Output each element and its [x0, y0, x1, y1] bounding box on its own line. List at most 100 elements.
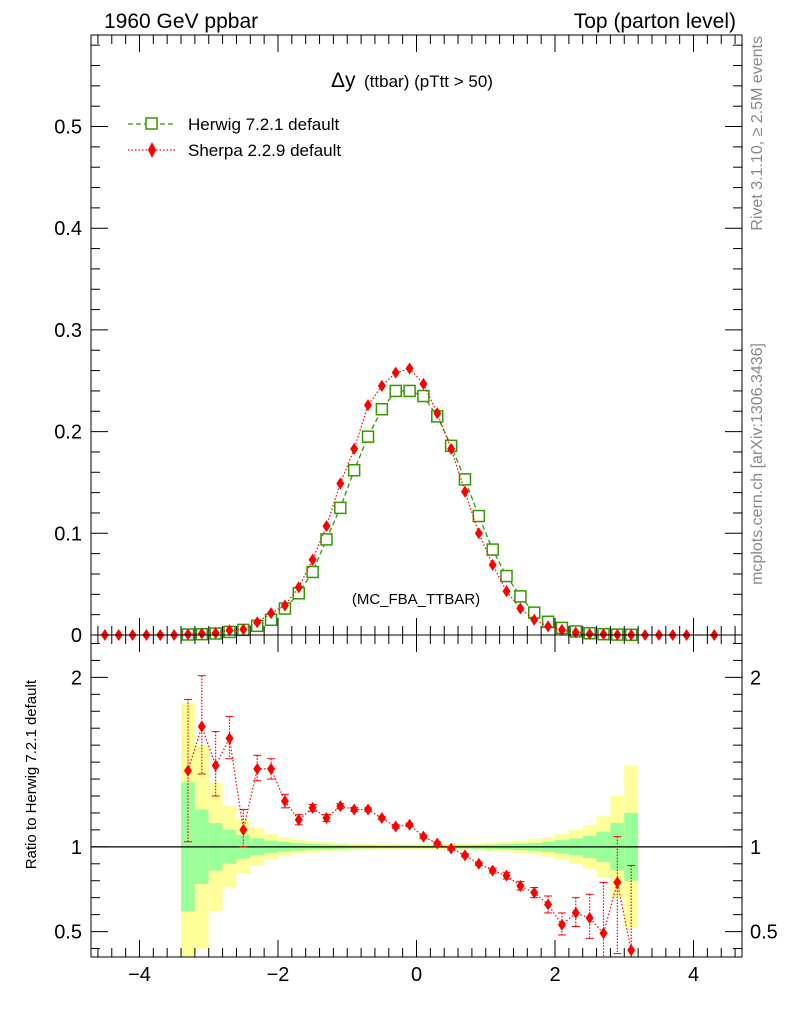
ratio-sherpa-point: [544, 898, 553, 911]
ratio-sherpa-point: [571, 906, 580, 919]
ratio-y-tick-labels-right: 0.5 1 2: [750, 667, 778, 943]
herwig-point: [375, 402, 389, 416]
x-tick-label: 0: [411, 964, 422, 986]
herwig-point: [514, 590, 527, 603]
herwig-point: [361, 430, 375, 443]
sherpa-point: [294, 581, 303, 594]
ratio-sherpa-point: [225, 732, 234, 745]
herwig-point: [347, 464, 361, 477]
ratio-panel: 0.5 1 2 0.5 1 2 −4 −2 0 2 4 Ratio to Herwig 7.2.…: [23, 634, 778, 986]
main-y-tick-label: 0: [71, 625, 82, 647]
ratio-sherpa-point: [433, 837, 442, 850]
main-y-tick-label: 0.2: [54, 422, 82, 444]
herwig-point: [458, 473, 472, 486]
sherpa-point: [197, 627, 206, 640]
header-energy-label: 1960 GeV ppbar: [104, 10, 258, 33]
legend-entry-sherpa: Sherpa 2.2.9 default: [128, 141, 341, 160]
herwig-point: [334, 501, 347, 515]
ratio-sherpa-point: [447, 842, 456, 855]
ratio-sherpa-point: [460, 849, 469, 862]
sherpa-point: [516, 602, 525, 615]
main-panel: 00.10.20.30.40.5 Δy (ttbar) (pTtt > 50) …: [54, 34, 743, 647]
sherpa-point: [267, 607, 276, 620]
herwig-point: [500, 569, 513, 583]
ratio-y-tick-label: 0.5: [750, 922, 778, 944]
sherpa-point: [488, 558, 497, 571]
plot-title: Δy (ttbar) (pTtt > 50): [331, 69, 493, 92]
sherpa-point: [225, 624, 234, 637]
ratio-sherpa-point: [613, 876, 622, 889]
x-tick-label: 4: [688, 964, 699, 986]
ratio-sherpa-point: [474, 857, 483, 870]
ratio-sherpa-point: [197, 720, 206, 733]
rivet-version-label: Rivet 3.1.10, ≥ 2.5M events: [749, 36, 766, 231]
ratio-sherpa-point: [557, 918, 566, 931]
ratio-sherpa-point: [308, 801, 317, 814]
plot-title-variable: Δy: [331, 69, 356, 92]
ratio-y-tick-label: 2: [750, 667, 761, 689]
ratio-sherpa-point: [377, 812, 386, 825]
ratio-y-tick-label: 2: [71, 667, 82, 689]
x-tick-label: −2: [267, 964, 290, 986]
sherpa-point: [364, 399, 373, 412]
main-y-tick-labels: 0 0.1 0.2 0.3 0.4 0.5: [54, 117, 82, 647]
main-y-tick-label: 0.1: [54, 523, 82, 545]
ratio-sherpa-point: [267, 762, 276, 775]
header-process-label: Top (parton level): [574, 10, 736, 33]
plot-title-selection: (ttbar) (pTtt > 50): [364, 72, 493, 91]
ratio-y-tick-label: 0.5: [54, 922, 82, 944]
sherpa-point: [447, 442, 456, 455]
ratio-sherpa-point: [294, 813, 303, 826]
ratio-y-tick-label: 1: [71, 837, 82, 859]
sherpa-point: [557, 623, 566, 636]
main-y-tick-label: 0.3: [54, 320, 82, 342]
ratio-sherpa-point: [599, 927, 608, 940]
sherpa-point: [253, 616, 262, 629]
sherpa-point: [502, 585, 511, 598]
ratio-sherpa-point: [627, 944, 636, 957]
sherpa-point: [336, 477, 345, 490]
sherpa-point: [377, 379, 386, 392]
sherpa-point: [211, 626, 220, 639]
ratio-sherpa-point: [280, 795, 289, 808]
ratio-sherpa-point: [239, 823, 248, 836]
herwig-point: [486, 543, 499, 556]
ratio-y-axis-label: Ratio to Herwig 7.2.1 default: [23, 679, 40, 869]
ratio-sherpa-point: [391, 820, 400, 833]
legend: Herwig 7.2.1 default Sherpa 2.2.9 defaul…: [128, 115, 341, 160]
ratio-sherpa-point: [253, 762, 262, 775]
legend-entry-herwig: Herwig 7.2.1 default: [128, 115, 339, 134]
ratio-sherpa-point: [364, 803, 373, 816]
herwig-point: [417, 389, 430, 403]
herwig-point: [389, 384, 402, 398]
sherpa-point: [585, 627, 594, 640]
ratio-sherpa-point: [405, 818, 414, 831]
sherpa-point: [433, 407, 442, 420]
main-axis-ticks: [91, 35, 742, 636]
sherpa-point: [474, 527, 483, 540]
sherpa-point: [599, 628, 608, 641]
ratio-sherpa-point: [530, 886, 539, 899]
ratio-sherpa-series: [183, 675, 636, 958]
analysis-watermark: (MC_FBA_TTBAR): [352, 591, 480, 608]
sherpa-point: [350, 442, 359, 455]
sherpa-point: [460, 485, 469, 498]
sherpa-point: [183, 628, 192, 641]
mcplots-credit-label: mcplots.cern.ch [arXiv:1306.3436]: [749, 343, 766, 585]
herwig-point: [472, 509, 486, 523]
ratio-sherpa-point: [336, 800, 345, 813]
ratio-sherpa-point: [211, 759, 220, 772]
ratio-sherpa-point: [350, 803, 359, 816]
legend-marker-sherpa: [148, 142, 156, 158]
ratio-sherpa-point: [488, 864, 497, 877]
main-y-tick-label: 0.4: [54, 218, 82, 240]
sherpa-point: [405, 362, 414, 375]
legend-marker-herwig: [145, 117, 158, 130]
ratio-sherpa-point: [322, 812, 331, 825]
x-tick-label: −4: [128, 964, 151, 986]
herwig-point: [403, 384, 416, 398]
sherpa-point: [544, 620, 553, 633]
ratio-axis-ticks: [91, 635, 742, 957]
ratio-sherpa-point: [419, 830, 428, 843]
